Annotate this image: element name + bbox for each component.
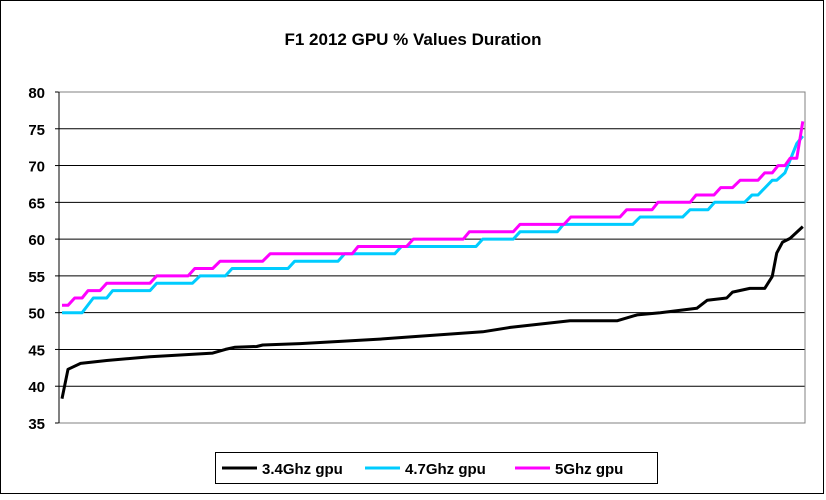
legend-label: 3.4Ghz gpu — [262, 461, 343, 478]
y-tick-label: 35 — [28, 416, 45, 433]
legend-label: 5Ghz gpu — [555, 461, 623, 478]
y-tick-label: 45 — [28, 342, 45, 359]
series-lines — [60, 121, 805, 399]
chart-title: F1 2012 GPU % Values Duration — [285, 30, 542, 49]
series-line-3-4ghz-gpu — [60, 225, 804, 399]
y-tick-label: 60 — [28, 232, 45, 249]
legend-item: 3.4Ghz gpu — [222, 461, 343, 478]
y-tick-label: 70 — [28, 159, 45, 176]
y-tick-label: 65 — [28, 195, 45, 212]
y-tick-label: 80 — [28, 85, 45, 102]
series-line-4-7ghz-gpu — [62, 135, 804, 315]
legend-box — [215, 452, 658, 484]
legend-label: 4.7Ghz gpu — [405, 461, 486, 478]
legend: 3.4Ghz gpu 4.7Ghz gpu 5Ghz gpu — [215, 452, 658, 484]
series-line-5ghz-gpu — [62, 121, 805, 307]
y-axis-ticks: 35 40 45 50 55 60 65 70 75 80 — [28, 85, 59, 433]
y-tick-label: 50 — [28, 306, 45, 323]
y-tick-label: 40 — [28, 379, 45, 396]
legend-item: 4.7Ghz gpu — [365, 461, 486, 478]
y-tick-label: 75 — [28, 122, 45, 139]
y-tick-label: 55 — [28, 269, 45, 286]
legend-item: 5Ghz gpu — [515, 461, 623, 478]
